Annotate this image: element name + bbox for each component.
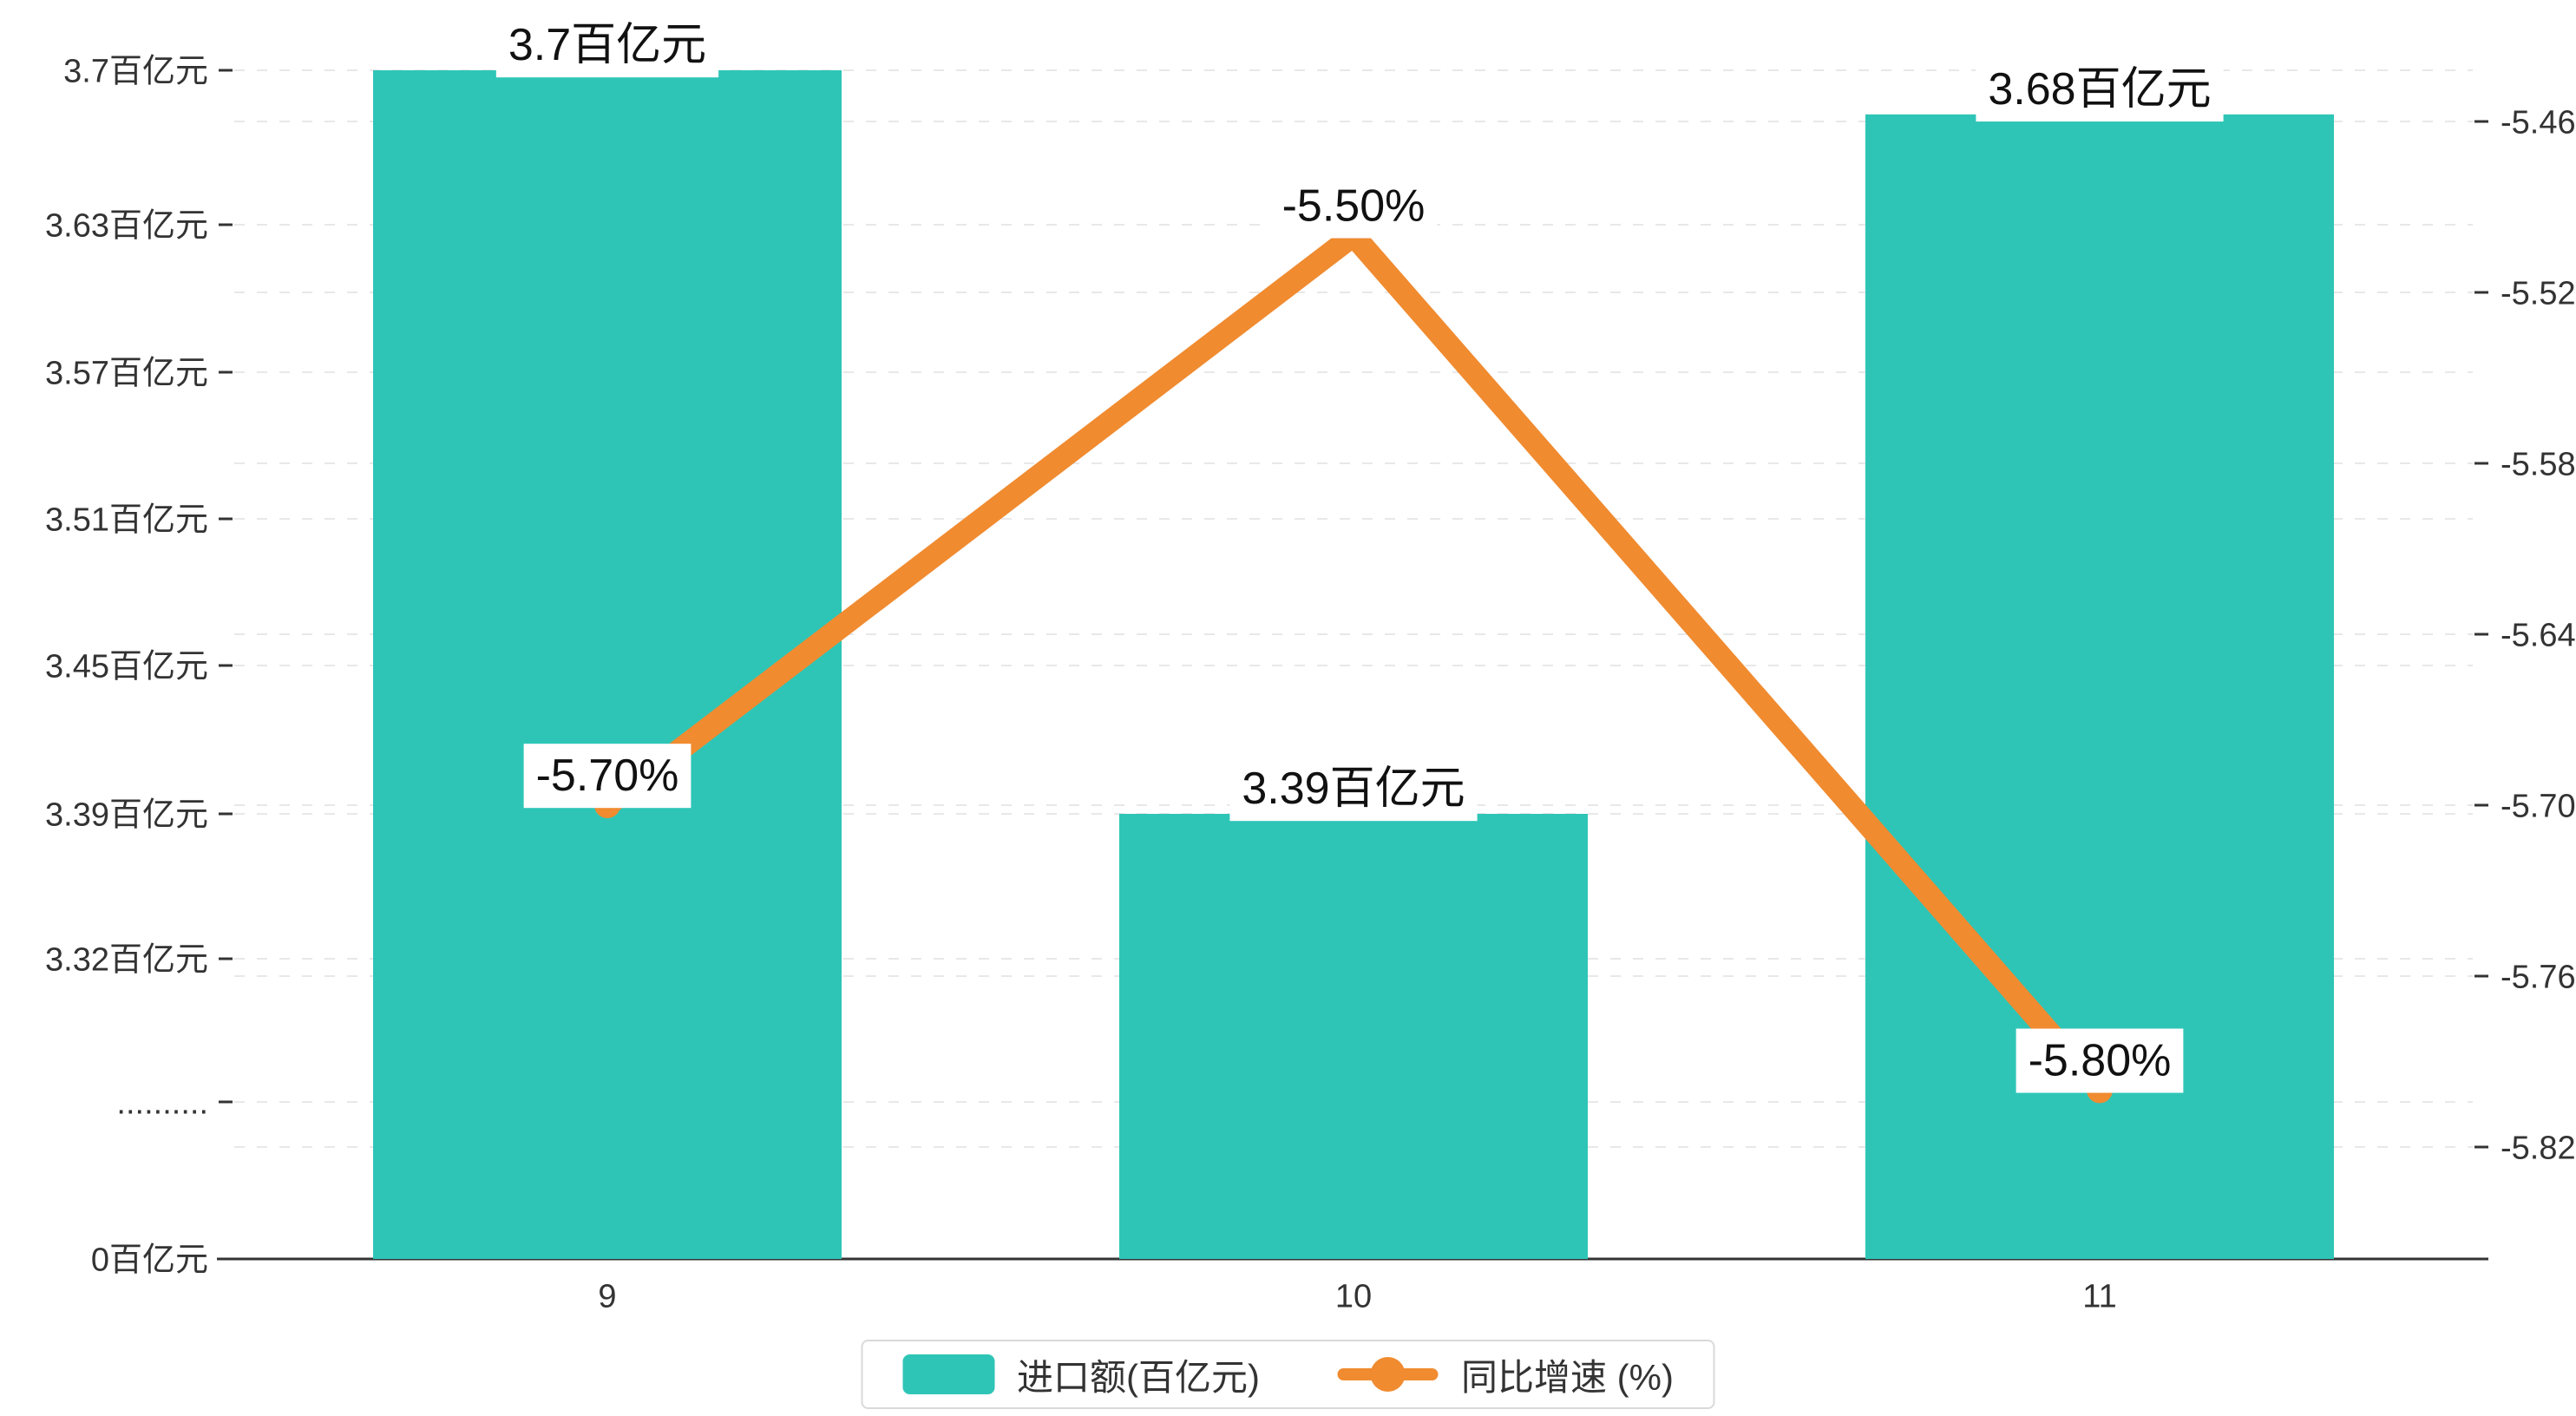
- left-axis-tick-label: 3.39百亿元: [45, 796, 208, 833]
- right-axis-tick-label: -5.52: [2501, 275, 2576, 311]
- left-axis-tick-label: 3.63百亿元: [45, 207, 208, 244]
- right-axis-tick-label: -5.64: [2501, 617, 2576, 653]
- line-value-label-9: -5.70%: [536, 751, 679, 801]
- line-legend-dot-icon: [1370, 1357, 1406, 1392]
- legend: 进口额(百亿元) 同比增速 (%): [861, 1340, 1715, 1409]
- x-axis-label-10: 10: [1335, 1278, 1372, 1314]
- right-axis-tick-label: -5.70: [2501, 788, 2576, 824]
- bar-value-label-9-bg: [495, 13, 719, 78]
- legend-label-growth: 同比增速 (%): [1460, 1356, 1674, 1398]
- left-axis-tick-label: 3.32百亿元: [45, 941, 208, 978]
- x-axis-label-11: 11: [2082, 1278, 2116, 1314]
- bar-value-label-10: 3.39百亿元: [1242, 764, 1465, 814]
- line-value-label-11: -5.80%: [2029, 1036, 2172, 1086]
- left-axis-tick-label: 3.51百亿元: [45, 502, 208, 538]
- legend-label-imports: 进口额(百亿元): [1017, 1356, 1260, 1398]
- left-axis-tick-label: 3.57百亿元: [45, 355, 208, 391]
- left-axis-tick-label: 3.7百亿元: [63, 53, 208, 89]
- import-bar-10[interactable]: [1119, 814, 1588, 1259]
- right-axis-tick-label: -5.46: [2501, 104, 2576, 141]
- left-axis-tick-label: ..........: [116, 1085, 208, 1121]
- bar-value-label-10-bg: [1229, 757, 1478, 822]
- right-axis-tick-label: -5.82: [2501, 1130, 2576, 1166]
- import-bar-9[interactable]: [373, 70, 842, 1259]
- line-legend-swatch-icon: [1337, 1357, 1439, 1392]
- line-value-label-9-bg: [523, 744, 692, 809]
- bar-legend-swatch-icon: [902, 1354, 995, 1394]
- right-axis-tick-label: -5.76: [2501, 959, 2576, 995]
- legend-item-imports[interactable]: 进口额(百亿元): [902, 1348, 1260, 1401]
- bar-value-label-11-bg: [1976, 57, 2224, 122]
- bar-value-label-9: 3.7百亿元: [508, 20, 706, 70]
- left-axis-tick-label: 0百亿元: [91, 1242, 208, 1278]
- x-axis-label-9: 9: [598, 1278, 616, 1314]
- legend-item-growth[interactable]: 同比增速 (%): [1337, 1348, 1674, 1401]
- bar-value-label-11: 3.68百亿元: [1988, 64, 2211, 115]
- line-value-label-10-bg: [1269, 174, 1438, 239]
- line-value-label-10: -5.50%: [1282, 181, 1426, 232]
- left-axis-tick-label: 3.45百亿元: [45, 648, 208, 685]
- right-axis-tick-label: -5.58: [2501, 446, 2576, 482]
- line-value-label-11-bg: [2016, 1028, 2184, 1093]
